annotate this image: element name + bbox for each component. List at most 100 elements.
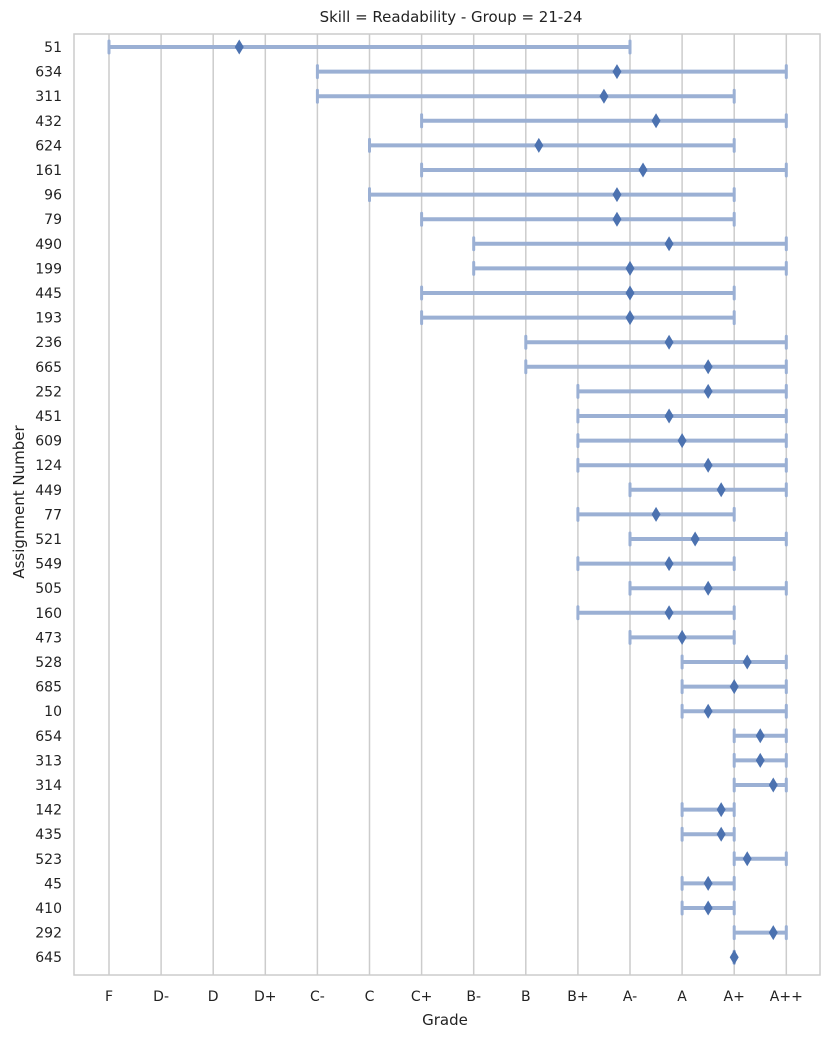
y-tick-label: 624 bbox=[35, 138, 62, 154]
y-tick-label: 410 bbox=[35, 901, 62, 917]
chart-title: Skill = Readability - Group = 21-24 bbox=[320, 8, 583, 26]
mean-marker bbox=[664, 236, 674, 252]
mean-marker bbox=[664, 334, 674, 350]
mean-marker bbox=[729, 679, 739, 695]
y-tick-label: 528 bbox=[35, 655, 62, 671]
y-tick-label: 505 bbox=[35, 581, 62, 597]
range-bars bbox=[107, 39, 788, 965]
y-tick-label: 313 bbox=[35, 753, 62, 769]
y-tick-label: 654 bbox=[35, 729, 62, 745]
y-tick-label: 10 bbox=[44, 704, 62, 720]
y-tick-label: 124 bbox=[35, 458, 62, 474]
y-axis-title: Assignment Number bbox=[10, 424, 28, 578]
y-tick-label: 199 bbox=[35, 261, 62, 277]
y-tick-label: 292 bbox=[35, 926, 62, 942]
y-tick-label: 549 bbox=[35, 557, 62, 573]
x-tick-label: D+ bbox=[254, 989, 277, 1005]
x-tick-label: A bbox=[677, 989, 687, 1005]
y-tick-label: 523 bbox=[35, 852, 62, 868]
x-tick-label: C bbox=[365, 989, 375, 1005]
mean-marker bbox=[690, 531, 700, 547]
mean-marker bbox=[716, 802, 726, 818]
x-tick-label: F bbox=[105, 989, 113, 1005]
y-tick-label: 311 bbox=[35, 89, 62, 105]
mean-marker bbox=[755, 752, 765, 768]
mean-marker bbox=[742, 851, 752, 867]
mean-marker bbox=[703, 457, 713, 473]
mean-marker bbox=[703, 703, 713, 719]
y-tick-label: 432 bbox=[35, 114, 62, 130]
mean-marker bbox=[234, 39, 244, 55]
x-tick-label: A- bbox=[623, 989, 637, 1005]
mean-markers bbox=[234, 39, 778, 965]
y-tick-label: 665 bbox=[35, 360, 62, 376]
mean-marker bbox=[677, 629, 687, 645]
y-tick-label: 449 bbox=[35, 483, 62, 499]
mean-marker bbox=[768, 925, 778, 941]
mean-marker bbox=[638, 162, 648, 178]
mean-marker bbox=[625, 260, 635, 276]
y-tick-label: 51 bbox=[44, 40, 62, 56]
grid-lines bbox=[108, 34, 788, 975]
mean-marker bbox=[729, 949, 739, 965]
mean-marker bbox=[768, 777, 778, 793]
x-tick-label: D bbox=[208, 989, 219, 1005]
y-tick-label: 645 bbox=[35, 950, 62, 966]
x-axis-title: Grade bbox=[422, 1011, 468, 1029]
y-tick-label: 236 bbox=[35, 335, 62, 351]
mean-marker bbox=[599, 88, 609, 104]
y-tick-label: 314 bbox=[35, 778, 62, 794]
x-tick-label: C- bbox=[310, 989, 325, 1005]
y-tick-labels: 51 634 311 432 624 161 96 79 490 199 445 193 236 665 2… bbox=[35, 40, 62, 966]
mean-marker bbox=[625, 285, 635, 301]
x-tick-label: B+ bbox=[567, 989, 588, 1005]
y-tick-label: 45 bbox=[44, 876, 62, 892]
mean-marker bbox=[703, 383, 713, 399]
x-tick-label: D- bbox=[153, 989, 169, 1005]
y-tick-label: 96 bbox=[44, 188, 62, 204]
y-tick-label: 473 bbox=[35, 630, 62, 646]
y-tick-label: 160 bbox=[35, 606, 62, 622]
mean-marker bbox=[677, 433, 687, 449]
y-tick-label: 142 bbox=[35, 803, 62, 819]
mean-marker bbox=[664, 605, 674, 621]
x-tick-label: B- bbox=[466, 989, 481, 1005]
mean-marker bbox=[742, 654, 752, 670]
mean-marker bbox=[534, 137, 544, 153]
mean-marker bbox=[664, 408, 674, 424]
y-tick-label: 609 bbox=[35, 434, 62, 450]
y-tick-label: 685 bbox=[35, 680, 62, 696]
mean-marker bbox=[612, 211, 622, 227]
y-tick-label: 435 bbox=[35, 827, 62, 843]
x-tick-label: B bbox=[521, 989, 531, 1005]
x-tick-label: A+ bbox=[724, 989, 745, 1005]
mean-marker bbox=[716, 826, 726, 842]
mean-marker bbox=[716, 482, 726, 498]
mean-marker bbox=[703, 900, 713, 916]
mean-marker bbox=[664, 556, 674, 572]
mean-marker bbox=[703, 875, 713, 891]
mean-marker bbox=[703, 359, 713, 375]
y-tick-label: 77 bbox=[44, 507, 62, 523]
y-tick-label: 521 bbox=[35, 532, 62, 548]
mean-marker bbox=[625, 310, 635, 326]
y-tick-label: 252 bbox=[35, 384, 62, 400]
mean-marker bbox=[612, 64, 622, 80]
x-tick-label: A++ bbox=[770, 989, 803, 1005]
y-tick-label: 490 bbox=[35, 237, 62, 253]
mean-marker bbox=[651, 113, 661, 129]
y-tick-label: 634 bbox=[35, 65, 62, 81]
x-tick-label: C+ bbox=[411, 989, 433, 1005]
mean-marker bbox=[703, 580, 713, 596]
y-tick-label: 445 bbox=[35, 286, 62, 302]
mean-marker bbox=[612, 187, 622, 203]
y-tick-label: 193 bbox=[35, 311, 62, 327]
y-tick-label: 79 bbox=[44, 212, 62, 228]
y-tick-label: 451 bbox=[35, 409, 62, 425]
mean-marker bbox=[755, 728, 765, 744]
x-tick-labels: F D- D D+ C- C C+ B- B B+ A- A A+ A++ bbox=[105, 989, 803, 1005]
plot-frame bbox=[73, 33, 821, 976]
y-tick-label: 161 bbox=[35, 163, 62, 179]
